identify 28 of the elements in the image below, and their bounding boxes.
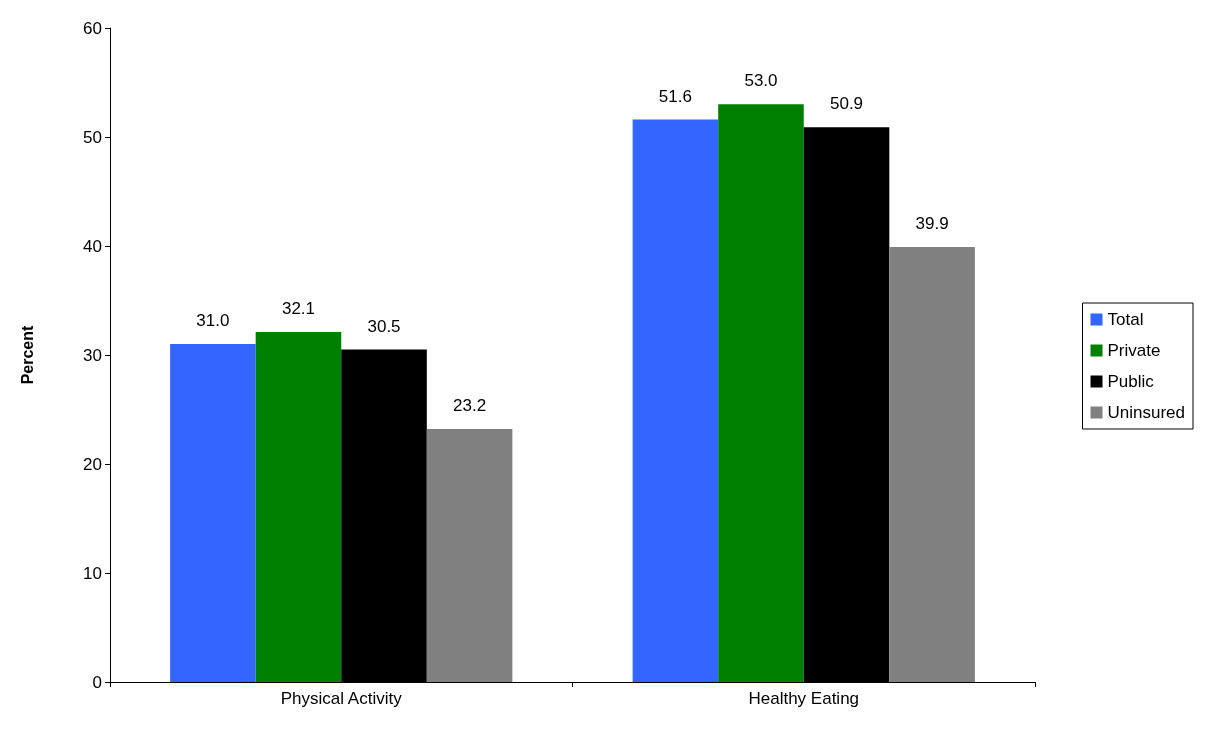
bar xyxy=(426,429,513,682)
bar xyxy=(255,332,342,682)
y-axis-title: Percent xyxy=(18,324,36,385)
y-tick-label: 0 xyxy=(92,672,102,692)
legend-label: Private xyxy=(1107,341,1161,360)
bar xyxy=(718,104,804,682)
legend-label: Total xyxy=(1107,310,1144,329)
x-tick-label: Physical Activity xyxy=(280,689,403,708)
y-tick-label: 60 xyxy=(83,18,102,38)
data-label: 51.6 xyxy=(658,86,692,106)
bar xyxy=(170,344,256,682)
data-label: 53.0 xyxy=(744,71,778,91)
data-label: 31.0 xyxy=(196,311,230,331)
bar xyxy=(889,247,975,682)
data-label: 39.9 xyxy=(915,214,949,234)
y-tick-label: 40 xyxy=(83,236,102,256)
y-tick-label: 50 xyxy=(83,127,102,147)
legend-label: Uninsured xyxy=(1107,403,1186,422)
data-label: 50.9 xyxy=(829,94,864,114)
y-tick-label: 20 xyxy=(83,454,102,474)
data-label: 32.1 xyxy=(281,299,316,319)
data-label: 30.5 xyxy=(367,316,401,336)
data-label: 23.2 xyxy=(453,396,487,416)
x-tick-label: Healthy Eating xyxy=(748,689,860,708)
y-tick-label: 10 xyxy=(83,563,102,583)
y-tick-label: 30 xyxy=(83,345,102,365)
bar xyxy=(632,119,719,682)
legend-label: Public xyxy=(1107,372,1155,391)
